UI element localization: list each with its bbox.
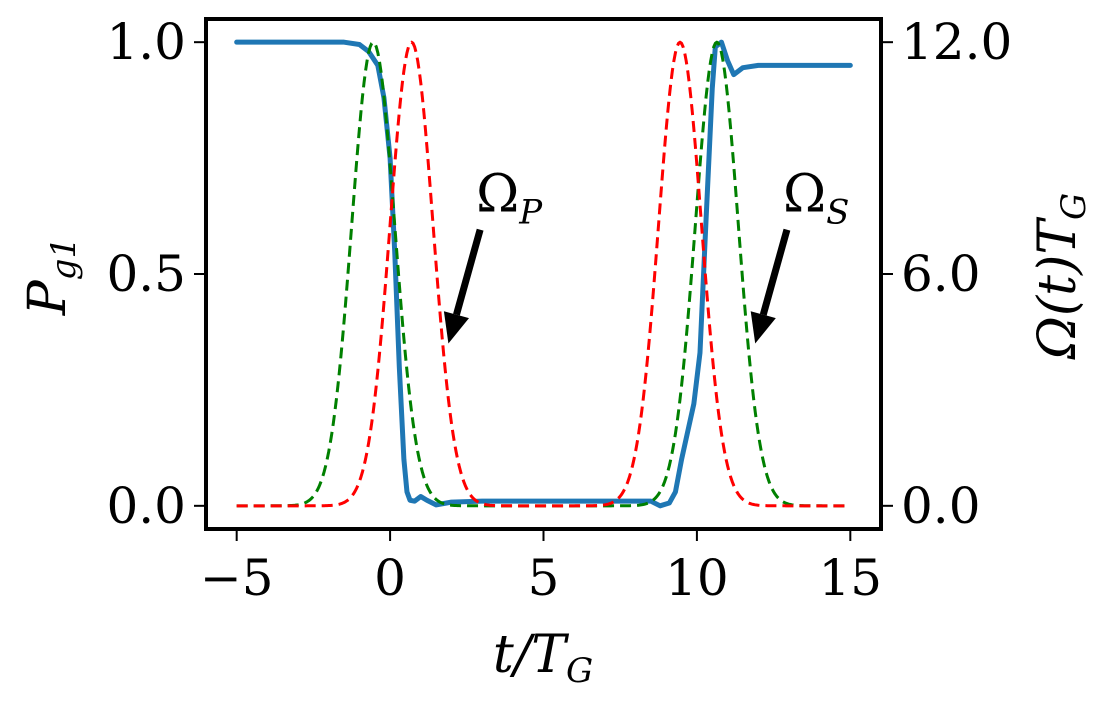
y-left-tick-label: 0.0 [106, 477, 186, 535]
y-right-axis-label-main: Ω(t)T [1028, 217, 1088, 361]
y-left-tick-label: 0.5 [106, 245, 186, 303]
x-tick-label: 0 [374, 549, 406, 607]
series-line-pulse-1 [236, 40, 851, 508]
plot-frame [204, 17, 883, 531]
y-right-tick-label: 12.0 [901, 13, 1012, 71]
y-left-axis-label: Pg1 [18, 237, 84, 316]
annotation-label: ΩP [476, 165, 543, 233]
x-tick-label: 5 [528, 549, 560, 607]
y-right-axis-ticks: 0.0 6.0 12.0 [881, 13, 1012, 535]
x-tick-label: −5 [200, 549, 274, 607]
x-axis-label-sub: G [566, 651, 593, 691]
x-tick-label: 10 [665, 549, 729, 607]
y-right-axis-label-sub: G [1054, 193, 1094, 220]
annotation-arrow-head [443, 311, 469, 344]
y-left-tick-label: 1.0 [106, 13, 186, 71]
x-axis-ticks: −5 0 5 10 15 [200, 529, 882, 607]
y-left-axis-ticks: 0.0 0.5 1.0 [106, 13, 206, 535]
x-axis-label-main: t/T [493, 625, 569, 685]
annotation-arrow-shaft [453, 228, 484, 316]
annotation-arrow-head [750, 311, 776, 344]
series-line-pulse-2 [236, 40, 851, 508]
annotations: ΩP ΩS [443, 165, 849, 344]
y-right-tick-label: 0.0 [901, 477, 981, 535]
series-line-population [234, 39, 853, 509]
x-axis-label: t/TG [493, 625, 593, 691]
x-tick-label: 15 [819, 549, 883, 607]
annotation-label: ΩS [783, 165, 849, 233]
y-right-tick-label: 6.0 [901, 245, 981, 303]
y-left-axis-label-sub: g1 [44, 237, 84, 280]
y-left-axis-label-main: P [18, 279, 78, 316]
series-layer [234, 39, 853, 509]
y-right-axis-label: Ω(t)TG [1028, 193, 1094, 360]
annotation-arrow-shaft [759, 228, 791, 316]
